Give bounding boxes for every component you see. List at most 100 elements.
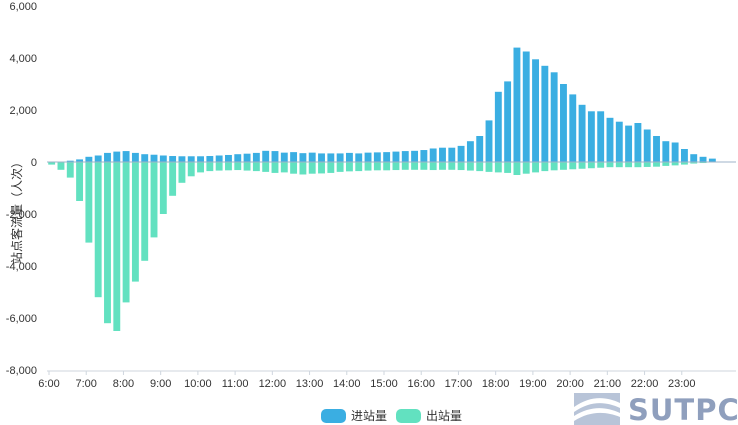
y-tick-label: -2,000 xyxy=(6,209,37,221)
x-tick-label: 19:00 xyxy=(519,378,547,390)
bar-outbound xyxy=(48,162,56,165)
bar-inbound xyxy=(411,150,419,162)
bar-inbound xyxy=(345,152,353,162)
bar-outbound xyxy=(504,162,512,173)
bar-inbound xyxy=(653,136,660,162)
bar-outbound xyxy=(569,162,577,170)
bar-inbound xyxy=(625,125,633,162)
bar-inbound xyxy=(271,151,279,162)
bar-inbound xyxy=(476,136,484,162)
bar-inbound xyxy=(485,120,493,162)
bar-inbound xyxy=(85,156,93,162)
bars xyxy=(48,47,716,331)
bar-outbound xyxy=(85,162,93,243)
bar-outbound xyxy=(345,162,353,172)
bar-outbound xyxy=(439,162,446,170)
y-tick-label: 0 xyxy=(31,157,37,169)
bar-inbound xyxy=(122,151,130,162)
bar-outbound xyxy=(280,162,288,173)
bar-outbound xyxy=(178,162,186,183)
bar-outbound xyxy=(541,162,549,172)
bar-outbound xyxy=(522,162,530,174)
bar-inbound xyxy=(76,159,84,162)
bar-outbound xyxy=(671,162,679,166)
bar-outbound xyxy=(513,162,521,175)
bar-inbound xyxy=(457,145,465,162)
bar-outbound xyxy=(448,162,456,170)
bar-inbound xyxy=(420,150,428,162)
bar-inbound xyxy=(634,123,642,162)
bar-inbound xyxy=(569,94,577,162)
bar-inbound xyxy=(104,152,111,162)
y-axis-label: 站点客流量（人次） xyxy=(9,156,24,264)
bar-outbound xyxy=(662,162,670,166)
x-tick-label: 17:00 xyxy=(445,378,473,390)
y-axis-title: 站点客流量（人次） xyxy=(9,156,24,264)
bar-outbound xyxy=(327,162,335,173)
legend-swatch-outbound xyxy=(396,409,421,423)
bar-outbound xyxy=(131,162,139,282)
x-tick-label: 10:00 xyxy=(184,378,212,390)
bar-inbound xyxy=(466,141,474,162)
bar-outbound xyxy=(169,162,177,196)
bar-outbound xyxy=(76,162,84,201)
bar-inbound xyxy=(615,121,623,162)
bar-outbound xyxy=(150,162,158,238)
bar-inbound xyxy=(680,149,688,162)
bar-outbound xyxy=(615,162,623,168)
bar-outbound xyxy=(159,162,167,214)
bar-outbound xyxy=(699,162,707,164)
bar-inbound xyxy=(299,153,307,162)
bar-outbound xyxy=(271,162,279,173)
legend-item-inbound[interactable]: 进站量 xyxy=(321,409,387,423)
x-axis: 6:00 7:00 8:00 9:00 10:00 11:00 12:00 13:00 14:0… xyxy=(38,371,696,390)
bar-outbound xyxy=(680,162,688,165)
bar-outbound xyxy=(383,162,391,171)
bar-inbound xyxy=(597,111,605,162)
x-tick-label: 14:00 xyxy=(333,378,361,390)
bar-outbound xyxy=(653,162,660,167)
bar-inbound xyxy=(560,84,567,162)
bar-outbound xyxy=(234,162,242,171)
bar-inbound xyxy=(215,155,223,162)
legend-label-inbound: 进站量 xyxy=(351,409,387,423)
y-tick-label: -4,000 xyxy=(6,261,37,273)
bar-inbound xyxy=(550,72,558,162)
y-tick-label: 6,000 xyxy=(9,1,37,13)
bar-outbound xyxy=(364,162,372,171)
bar-outbound xyxy=(401,162,409,170)
x-tick-label: 20:00 xyxy=(556,378,584,390)
bar-outbound xyxy=(122,162,130,303)
bar-outbound xyxy=(299,162,307,175)
x-tick-label: 8:00 xyxy=(113,378,134,390)
bar-inbound xyxy=(662,141,670,162)
bar-inbound xyxy=(252,152,260,162)
sutpc-logo: SUTPC xyxy=(574,393,738,425)
bar-outbound xyxy=(532,162,539,173)
bar-outbound xyxy=(476,162,484,172)
bar-outbound xyxy=(373,162,381,171)
bar-inbound xyxy=(699,156,707,162)
bar-outbound xyxy=(225,162,232,171)
bar-inbound xyxy=(690,154,698,162)
bar-inbound xyxy=(671,142,679,162)
bar-outbound xyxy=(411,162,419,170)
bar-inbound xyxy=(141,154,149,162)
bar-outbound xyxy=(206,162,214,172)
bar-inbound xyxy=(318,153,325,162)
legend-label-outbound: 出站量 xyxy=(426,409,462,423)
bar-inbound xyxy=(383,152,391,162)
bar-inbound xyxy=(225,154,232,162)
bar-inbound xyxy=(178,156,186,162)
bar-inbound xyxy=(150,154,158,162)
x-tick-label: 18:00 xyxy=(482,378,510,390)
bar-outbound xyxy=(187,162,195,177)
legend-item-outbound[interactable]: 出站量 xyxy=(396,409,462,423)
bar-outbound xyxy=(57,162,65,170)
bar-inbound xyxy=(159,155,167,162)
bar-outbound xyxy=(578,162,586,169)
bar-outbound xyxy=(485,162,493,172)
bar-outbound xyxy=(457,162,465,171)
x-tick-label: 15:00 xyxy=(370,378,398,390)
bar-inbound xyxy=(131,152,139,162)
